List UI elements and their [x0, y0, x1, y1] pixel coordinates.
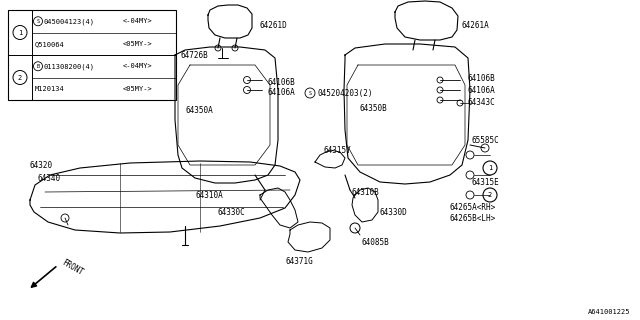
- Text: 64320: 64320: [30, 161, 53, 170]
- Text: <-04MY>: <-04MY>: [123, 18, 153, 24]
- Text: A641001225: A641001225: [588, 309, 630, 315]
- Circle shape: [215, 45, 221, 51]
- Text: 64330C: 64330C: [218, 207, 246, 217]
- Circle shape: [481, 144, 489, 152]
- Text: 64261D: 64261D: [260, 20, 288, 29]
- Text: 64310A: 64310A: [195, 190, 223, 199]
- Text: <05MY->: <05MY->: [123, 41, 153, 47]
- Text: FRONT: FRONT: [60, 258, 84, 277]
- Text: S: S: [308, 91, 312, 95]
- Text: 2: 2: [488, 192, 492, 198]
- Text: 64340: 64340: [38, 173, 61, 182]
- Text: 011308200(4): 011308200(4): [44, 63, 95, 69]
- Text: 1: 1: [488, 165, 492, 171]
- Text: 64085B: 64085B: [362, 237, 390, 246]
- Text: 64315E: 64315E: [472, 178, 500, 187]
- Text: Q510064: Q510064: [35, 41, 65, 47]
- Text: 64106B: 64106B: [268, 77, 296, 86]
- Text: 64350A: 64350A: [185, 106, 212, 115]
- Bar: [8, 10, 176, 100]
- Text: <05MY->: <05MY->: [123, 86, 153, 92]
- Text: 64106A: 64106A: [467, 85, 495, 94]
- Text: 64265B<LH>: 64265B<LH>: [450, 213, 496, 222]
- Text: M120134: M120134: [35, 86, 65, 92]
- Text: 64315Y: 64315Y: [323, 146, 351, 155]
- Text: B: B: [36, 64, 40, 69]
- Text: 2: 2: [18, 75, 22, 81]
- Text: 64265A<RH>: 64265A<RH>: [450, 203, 496, 212]
- Text: 64371G: 64371G: [285, 258, 313, 267]
- Text: 64343C: 64343C: [467, 98, 495, 107]
- Text: S: S: [36, 19, 40, 24]
- Text: 64261A: 64261A: [462, 20, 490, 29]
- Text: 64106B: 64106B: [467, 74, 495, 83]
- Text: 1: 1: [18, 29, 22, 36]
- Text: 65585C: 65585C: [472, 135, 500, 145]
- Text: 045004123(4): 045004123(4): [44, 18, 95, 25]
- Text: 64726B: 64726B: [180, 51, 208, 60]
- Text: 045204203(2): 045204203(2): [318, 89, 374, 98]
- Circle shape: [232, 45, 238, 51]
- Text: 64310B: 64310B: [352, 188, 380, 196]
- Text: 64106A: 64106A: [268, 87, 296, 97]
- Text: 64330D: 64330D: [380, 207, 408, 217]
- Text: 64350B: 64350B: [360, 103, 388, 113]
- Text: <-04MY>: <-04MY>: [123, 63, 153, 69]
